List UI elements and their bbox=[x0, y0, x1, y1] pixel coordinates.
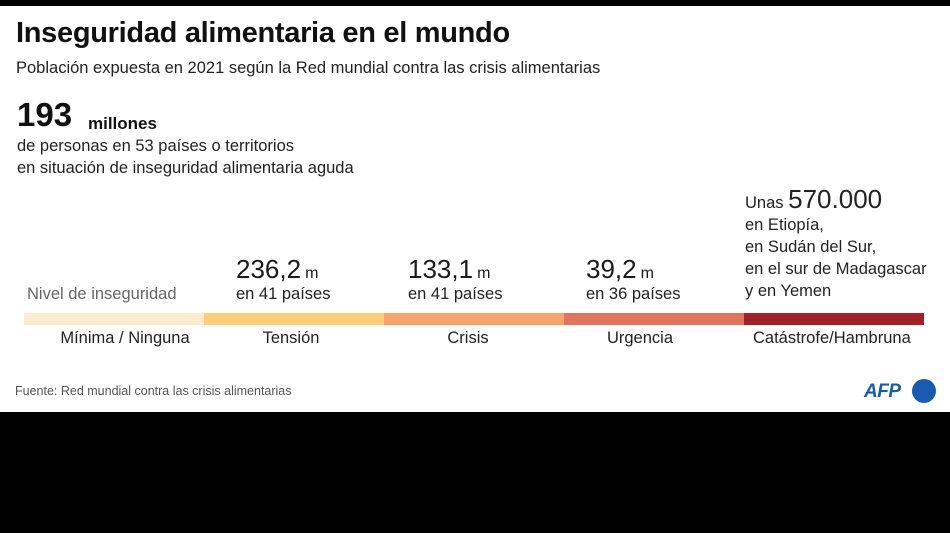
scale-segment-2 bbox=[384, 313, 564, 325]
countries-label-crisis: en 41 países bbox=[408, 285, 503, 303]
category-label-crisis: Crisis bbox=[447, 329, 489, 347]
headline-desc-line2: en situación de inseguridad alimentaria … bbox=[17, 159, 354, 177]
catastrophe-note: Unas 570.000 en Etiopía, en Sudán del Su… bbox=[745, 186, 950, 302]
afp-logo: AFP bbox=[864, 378, 938, 408]
catastrophe-line: en Sudán del Sur, bbox=[745, 238, 877, 256]
afp-logo-circle-icon bbox=[912, 379, 936, 403]
scale-segment-1 bbox=[204, 313, 384, 325]
category-label-catastrofe: Catástrofe/Hambruna bbox=[753, 329, 911, 347]
value-number: 133,1 bbox=[408, 254, 474, 284]
value-number: 39,2 bbox=[586, 254, 637, 284]
value-unit: m bbox=[305, 265, 319, 282]
value-label-urgencia: 39,2 m bbox=[586, 254, 654, 285]
scale-label: Nivel de inseguridad bbox=[27, 285, 177, 303]
afp-logo-text: AFP bbox=[864, 381, 901, 402]
category-label-urgencia: Urgencia bbox=[606, 329, 674, 347]
chart-subtitle: Población expuesta en 2021 según la Red … bbox=[16, 59, 601, 77]
chart-title: Inseguridad alimentaria en el mundo bbox=[16, 17, 510, 49]
catastrophe-prefix: Unas bbox=[745, 194, 784, 212]
headline-value: 193 bbox=[17, 96, 73, 133]
scale-segment-4 bbox=[744, 313, 924, 325]
category-label-tension: Tensión bbox=[262, 329, 320, 347]
value-label-tension: 236,2 m bbox=[236, 254, 318, 285]
scale-segment-3 bbox=[564, 313, 744, 325]
headline-desc-line1: de personas en 53 países o territorios bbox=[17, 137, 294, 155]
catastrophe-line: en el sur de Madagascar bbox=[745, 260, 927, 278]
value-label-crisis: 133,1 m bbox=[408, 254, 490, 285]
severity-scale-bar bbox=[24, 313, 924, 325]
countries-label-urgencia: en 36 países bbox=[586, 285, 681, 303]
value-number: 236,2 bbox=[236, 254, 302, 284]
category-label-minima: Mínima / Ninguna bbox=[60, 329, 190, 347]
top-border bbox=[0, 0, 950, 6]
scale-segment-0 bbox=[24, 313, 204, 325]
countries-label-tension: en 41 países bbox=[236, 285, 331, 303]
source-note: Fuente: Red mundial contra las crisis al… bbox=[15, 384, 292, 398]
catastrophe-line: y en Yemen bbox=[745, 282, 832, 300]
infographic-card: Inseguridad alimentaria en el mundo Pobl… bbox=[0, 6, 950, 412]
catastrophe-number: 570.000 bbox=[788, 184, 883, 214]
headline-unit: millones bbox=[88, 114, 157, 133]
value-unit: m bbox=[640, 265, 654, 282]
catastrophe-line: en Etiopía, bbox=[745, 216, 824, 234]
catastrophe-headline: Unas 570.000 bbox=[745, 186, 950, 214]
value-unit: m bbox=[477, 265, 491, 282]
